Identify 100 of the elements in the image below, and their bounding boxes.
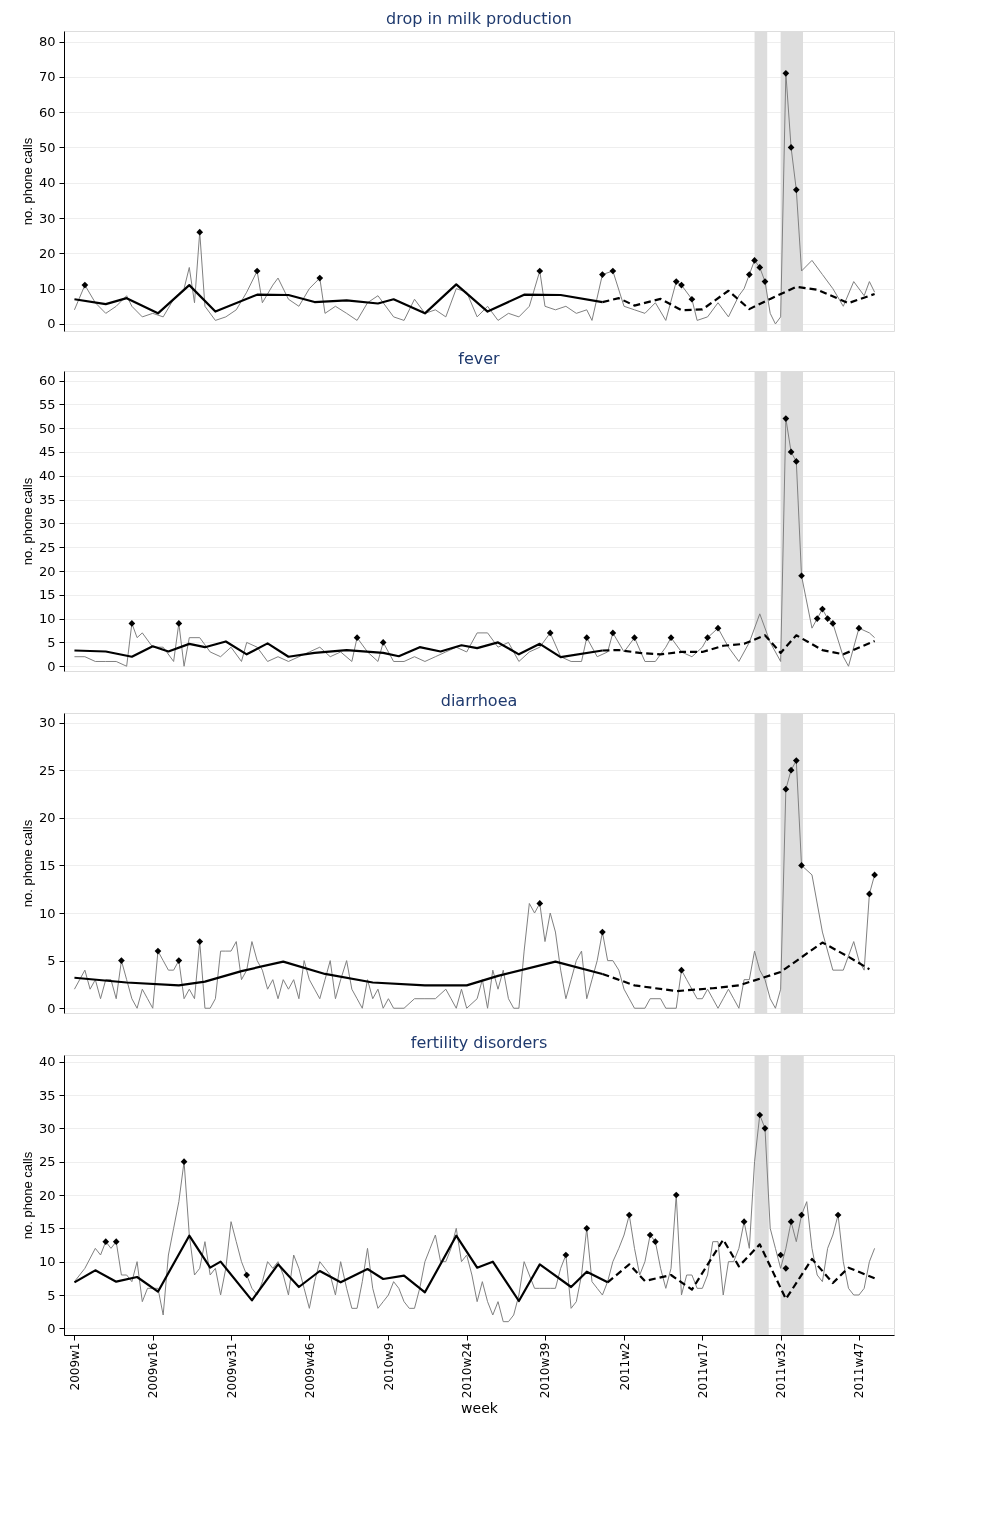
point xyxy=(609,267,617,275)
x-tick-label: 2011w47 xyxy=(852,1342,867,1399)
point xyxy=(631,634,638,642)
x-axis-title: week xyxy=(461,1400,499,1417)
y-tick-label: 15 xyxy=(38,1220,56,1236)
y-tick-label: 35 xyxy=(38,1087,56,1103)
point xyxy=(154,947,162,955)
y-tick-label: 80 xyxy=(38,34,56,50)
point xyxy=(180,1158,188,1166)
y-tick-label: 0 xyxy=(47,316,56,332)
y-tick-label: 45 xyxy=(38,444,56,460)
point xyxy=(652,1238,659,1246)
point xyxy=(751,257,758,264)
point xyxy=(196,938,204,945)
point xyxy=(536,900,544,907)
point xyxy=(175,620,183,627)
point xyxy=(175,957,183,964)
point xyxy=(316,274,324,282)
x-tick-label: 2010w24 xyxy=(460,1342,475,1399)
point xyxy=(353,634,361,642)
y-tick-label: 30 xyxy=(38,715,56,731)
y-tick-label: 40 xyxy=(38,468,56,484)
point xyxy=(787,448,795,456)
point xyxy=(678,281,685,289)
y-tick-label: 15 xyxy=(38,587,56,603)
point xyxy=(599,271,606,278)
point xyxy=(625,1211,633,1219)
point xyxy=(243,1271,251,1279)
y-axis-title: no. phone calls xyxy=(19,477,35,566)
chart-title: fertility disorders xyxy=(410,1033,548,1052)
y-tick-label: 60 xyxy=(38,373,56,389)
y-tick-label: 5 xyxy=(47,634,56,650)
point xyxy=(102,1238,110,1246)
x-tick-label: 2011w17 xyxy=(695,1342,710,1399)
chart-title: diarrhoea xyxy=(440,691,518,710)
point xyxy=(824,615,831,622)
y-tick-label: 35 xyxy=(38,492,56,508)
point xyxy=(562,1251,570,1259)
y-axis-title: no. phone calls xyxy=(19,137,35,226)
point xyxy=(646,1231,654,1239)
y-tick-label: 30 xyxy=(38,1120,56,1136)
point xyxy=(855,624,863,632)
y-tick-label: 0 xyxy=(47,1000,56,1016)
y-tick-label: 70 xyxy=(38,69,56,85)
point xyxy=(704,634,711,642)
point xyxy=(834,1211,842,1219)
x-tick-label: 2009w16 xyxy=(146,1342,161,1399)
y-tick-label: 10 xyxy=(38,611,56,627)
x-tick-label: 2010w39 xyxy=(538,1342,553,1399)
y-tick-label: 30 xyxy=(38,210,56,226)
y-tick-label: 10 xyxy=(38,905,56,921)
x-tick-label: 2011w32 xyxy=(774,1342,789,1399)
y-axis-title: no. phone calls xyxy=(19,1151,35,1240)
point xyxy=(787,1218,795,1226)
point xyxy=(740,1218,748,1226)
point xyxy=(609,629,617,637)
y-tick-label: 20 xyxy=(38,1187,56,1203)
point xyxy=(583,634,591,642)
point xyxy=(792,757,800,764)
x-tick-label: 2009w1 xyxy=(67,1342,82,1391)
point xyxy=(196,228,204,236)
point xyxy=(829,620,837,627)
y-tick-label: 40 xyxy=(38,175,56,191)
point xyxy=(253,267,261,275)
point xyxy=(792,458,800,465)
point xyxy=(128,620,136,627)
point xyxy=(672,278,680,285)
point xyxy=(866,890,873,898)
point xyxy=(798,862,805,869)
point xyxy=(777,1251,784,1259)
y-tick-label: 25 xyxy=(38,762,56,778)
y-tick-label: 5 xyxy=(47,1287,56,1303)
y-tick-label: 55 xyxy=(38,396,56,412)
y-tick-label: 15 xyxy=(38,857,56,873)
chart-title: fever xyxy=(458,349,501,368)
y-tick-label: 40 xyxy=(38,1054,56,1070)
point xyxy=(118,957,125,964)
point xyxy=(782,785,790,793)
y-tick-label: 10 xyxy=(38,281,56,297)
point xyxy=(813,615,821,622)
point xyxy=(583,1224,591,1232)
y-tick-label: 50 xyxy=(38,420,56,436)
x-tick-label: 2011w2 xyxy=(617,1342,632,1391)
y-tick-label: 25 xyxy=(38,539,56,555)
y-tick-label: 0 xyxy=(47,1320,56,1336)
x-tick-label: 2010w9 xyxy=(381,1342,396,1391)
y-tick-label: 10 xyxy=(38,1254,56,1270)
point xyxy=(672,1191,680,1199)
point xyxy=(798,572,805,580)
point xyxy=(782,1264,790,1272)
point xyxy=(745,271,753,278)
y-tick-label: 20 xyxy=(38,563,56,579)
point xyxy=(819,605,826,613)
y-axis-title: no. phone calls xyxy=(19,819,35,908)
point xyxy=(546,629,554,637)
point xyxy=(688,295,696,303)
point xyxy=(761,1124,769,1132)
point xyxy=(782,70,790,77)
y-tick-label: 50 xyxy=(38,139,56,155)
y-tick-label: 20 xyxy=(38,810,56,826)
